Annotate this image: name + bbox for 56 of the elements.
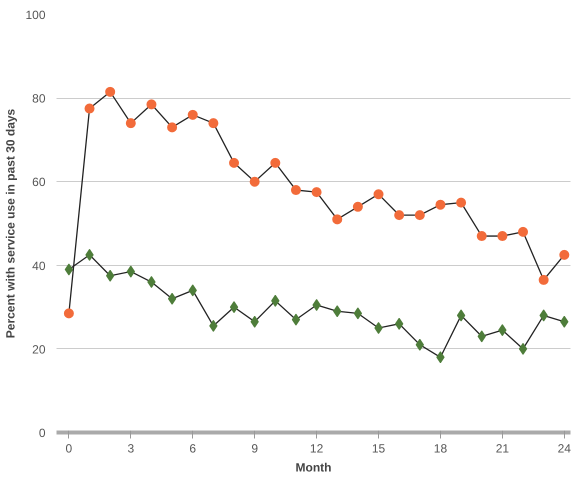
x-tick-label: 15 (372, 442, 386, 456)
point (168, 292, 176, 305)
point (436, 351, 445, 364)
y-tick-label: 0 (38, 426, 46, 440)
point (209, 320, 218, 332)
point (126, 118, 136, 128)
point (332, 214, 342, 224)
point (312, 187, 322, 198)
point (476, 231, 487, 242)
point (374, 322, 383, 334)
point (456, 198, 466, 208)
point (354, 307, 362, 320)
x-tick-label: 9 (251, 442, 258, 456)
y-tick-label: 60 (32, 175, 46, 190)
x-tick-label: 3 (127, 442, 134, 456)
point (456, 309, 466, 322)
point (498, 324, 507, 336)
x-tick-label: 21 (496, 442, 510, 456)
x-tick-label: 0 (66, 442, 73, 456)
point (64, 263, 74, 276)
y-tick-label: 80 (32, 92, 46, 106)
point (147, 276, 156, 288)
point (292, 314, 300, 326)
point (518, 226, 528, 237)
point (229, 158, 240, 168)
point (435, 200, 446, 210)
x-axis-title: Month (296, 460, 332, 474)
point (538, 274, 549, 285)
y-axis-title: Percent with service use in past 30 days (3, 108, 18, 338)
point (559, 250, 570, 260)
point (188, 110, 198, 120)
point (84, 104, 95, 114)
point (167, 122, 178, 132)
point (290, 185, 301, 196)
point (105, 86, 116, 97)
y-tick-label: 40 (32, 258, 46, 273)
point (518, 342, 528, 355)
x-tick-label: 6 (189, 442, 196, 456)
point (250, 176, 260, 187)
point (64, 308, 74, 318)
point (374, 189, 384, 200)
point (270, 158, 280, 168)
x-tick-label: 24 (558, 442, 572, 456)
point (352, 202, 363, 212)
point (85, 248, 94, 261)
point (230, 301, 238, 314)
point (414, 210, 425, 220)
y-tick-label: 20 (32, 342, 46, 356)
y-tick-label: 100 (25, 8, 46, 22)
point (394, 210, 404, 220)
point (208, 118, 218, 128)
x-tick-label: 18 (434, 442, 448, 456)
point (146, 99, 156, 110)
x-tick-label: 12 (310, 442, 324, 456)
point (312, 299, 321, 312)
point (497, 231, 508, 242)
